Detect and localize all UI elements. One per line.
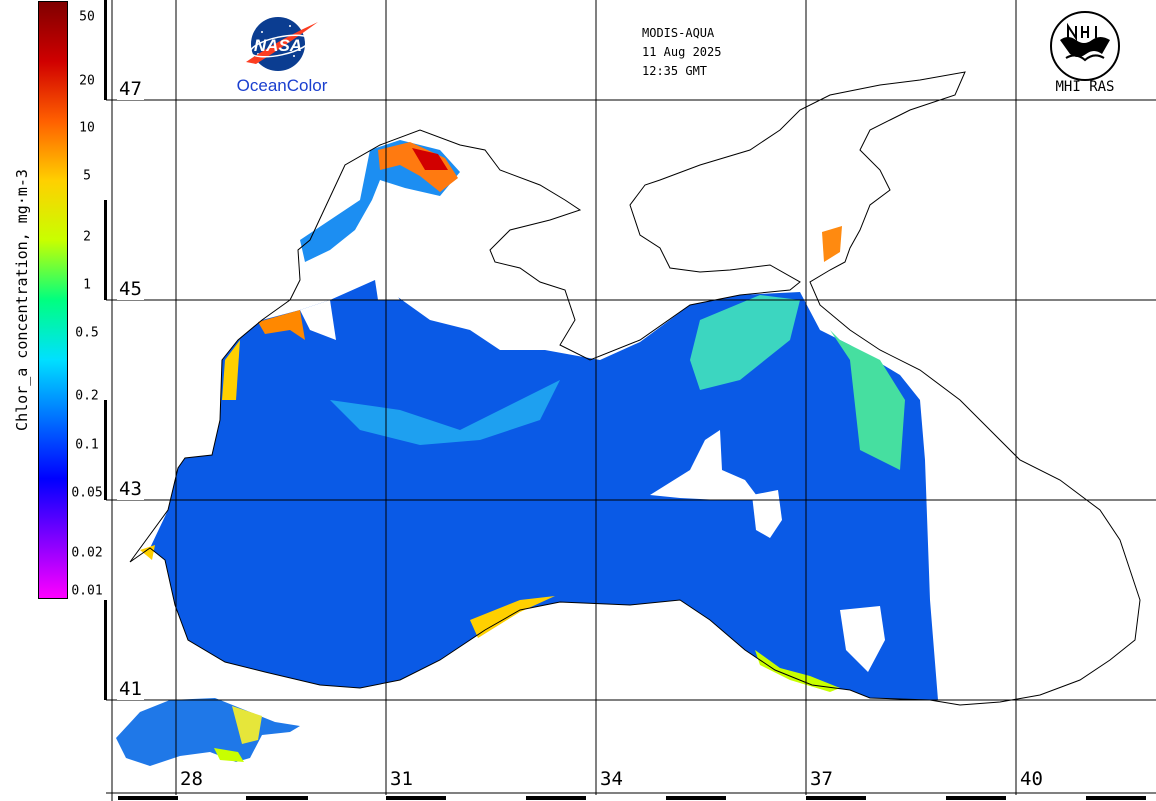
lat-label-47: 47 [117, 78, 144, 100]
graticule [106, 0, 1156, 795]
colorbar-tick: 2 [83, 229, 91, 245]
svg-text:NASA: NASA [254, 36, 302, 55]
colorbar-tick: 0.2 [75, 388, 99, 404]
lat-label-43: 43 [117, 478, 144, 500]
lat-label-45: 45 [117, 278, 144, 300]
lon-label-28: 28 [178, 768, 205, 790]
colorbar-tick: 0.02 [71, 545, 103, 561]
time-label: 12:35 GMT [642, 64, 708, 78]
colorbar-tick: 0.05 [71, 485, 103, 501]
colorbar [38, 1, 68, 599]
lon-label-37: 37 [808, 768, 835, 790]
colorbar-tick: 0.01 [71, 583, 103, 599]
mhi-logo [1050, 11, 1120, 81]
lon-label-40: 40 [1018, 768, 1045, 790]
date-label: 11 Aug 2025 [642, 45, 722, 59]
coastline [129, 71, 1141, 706]
oceancolor-label: OceanColor [236, 76, 328, 95]
lat-label-41: 41 [117, 678, 144, 700]
colorbar-labels: 50 20 10 5 2 1 0.5 0.2 0.1 0.05 0.02 0.01 [69, 1, 105, 599]
bottom-ruler [106, 792, 1156, 800]
colorbar-tick: 50 [79, 9, 95, 25]
mhi-label: MHI RAS [1055, 79, 1115, 95]
colorbar-tick: 10 [79, 120, 95, 136]
left-ruler [104, 0, 113, 801]
colorbar-tick: 0.5 [75, 325, 99, 341]
sensor-label: MODIS-AQUA [642, 26, 715, 40]
nasa-logo: NASA [246, 17, 318, 71]
info-block: MODIS-AQUA 11 Aug 2025 12:35 GMT [642, 24, 721, 81]
colorbar-tick: 1 [83, 277, 91, 293]
colorbar-tick: 0.1 [75, 437, 99, 453]
black-sea-body [150, 280, 938, 700]
lon-label-34: 34 [598, 768, 625, 790]
colorbar-tick: 20 [79, 73, 95, 89]
lon-label-31: 31 [388, 768, 415, 790]
colorbar-tick: 5 [83, 168, 91, 184]
